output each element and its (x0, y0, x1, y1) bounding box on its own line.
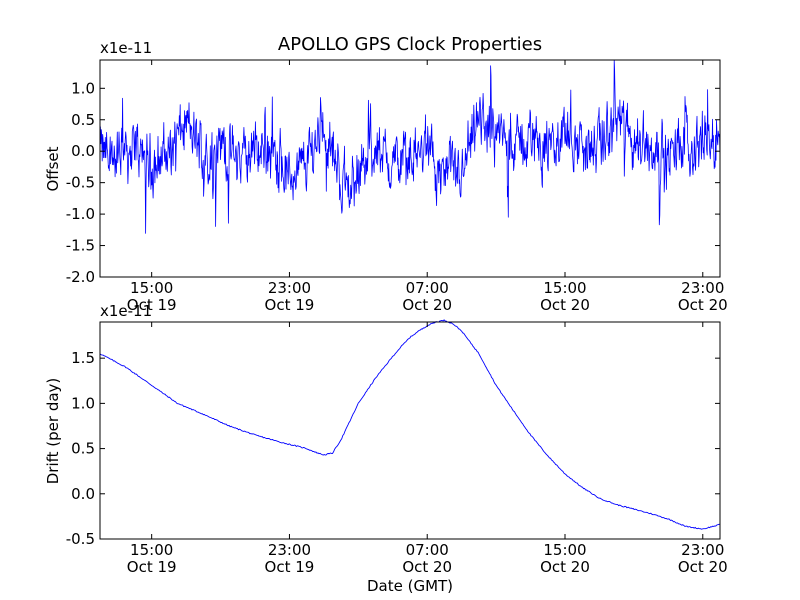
offset-ytick-label: -0.5 (66, 174, 95, 192)
offset-ytick-label: 1.0 (71, 79, 95, 97)
offset-panel: x1e-11 Offset -2.0-1.5-1.0-0.50.00.51.0 … (44, 39, 728, 314)
drift-plot-frame (99, 321, 721, 540)
offset-xtick-date: Oct 20 (540, 296, 590, 314)
offset-ytick-label: -1.5 (66, 237, 95, 255)
offset-xtick-time: 15:00 (543, 279, 586, 297)
drift-panel: x1e-11 Drift (per day) -0.50.00.51.01.5 … (44, 302, 728, 595)
offset-xtick-date: Oct 19 (127, 296, 177, 314)
offset-xtick-date: Oct 19 (265, 296, 315, 314)
x-axis-label: Date (GMT) (367, 577, 453, 595)
drift-ytick-label: -0.5 (66, 530, 95, 548)
drift-xtick-time: 15:00 (130, 541, 173, 559)
offset-xtick-date: Oct 20 (402, 296, 452, 314)
offset-xtick-time: 07:00 (406, 279, 449, 297)
drift-xtick-date: Oct 20 (402, 558, 452, 576)
drift-xtick-time: 07:00 (406, 541, 449, 559)
offset-plot-frame (99, 59, 721, 278)
drift-ytick-label: 0.0 (71, 485, 95, 503)
drift-ylabel: Drift (per day) (44, 378, 62, 485)
drift-xtick-date: Oct 19 (265, 558, 315, 576)
drift-series-group (99, 319, 721, 530)
drift-xtick-date: Oct 19 (127, 558, 177, 576)
drift-ytick-label: 1.5 (71, 349, 95, 367)
offset-ytick-label: -2.0 (66, 268, 95, 286)
drift-yticks: -0.5 0.0 0.5 1.0 1.5 (66, 349, 720, 548)
drift-xtick-date: Oct 20 (540, 558, 590, 576)
offset-ylabel: Offset (44, 146, 62, 191)
offset-ytick-label: -1.0 (66, 205, 95, 223)
chart-title: APOLLO GPS Clock Properties (278, 34, 542, 55)
drift-xtick-time: 23:00 (681, 541, 724, 559)
offset-ytick-label: 0.0 (71, 142, 95, 160)
offset-yticks: -2.0 -1.5 -1.0 -0.5 0.0 0.5 1.0 (66, 79, 720, 286)
drift-multiplier: x1e-11 (100, 302, 152, 320)
drift-xtick-time: 15:00 (543, 541, 586, 559)
drift-ytick-label: 1.0 (71, 394, 95, 412)
drift-xtick-time: 23:00 (268, 541, 311, 559)
offset-xtick-time: 23:00 (681, 279, 724, 297)
drift-series-line (99, 319, 721, 530)
offset-xtick-time: 15:00 (130, 279, 173, 297)
drift-ytick-label: 0.5 (71, 440, 95, 458)
offset-series-line (99, 59, 721, 234)
offset-series-group (99, 59, 721, 234)
drift-xtick-date: Oct 20 (678, 558, 728, 576)
offset-xtick-time: 23:00 (268, 279, 311, 297)
offset-multiplier: x1e-11 (100, 39, 152, 57)
offset-xtick-date: Oct 20 (678, 296, 728, 314)
offset-ytick-label: 0.5 (71, 111, 95, 129)
